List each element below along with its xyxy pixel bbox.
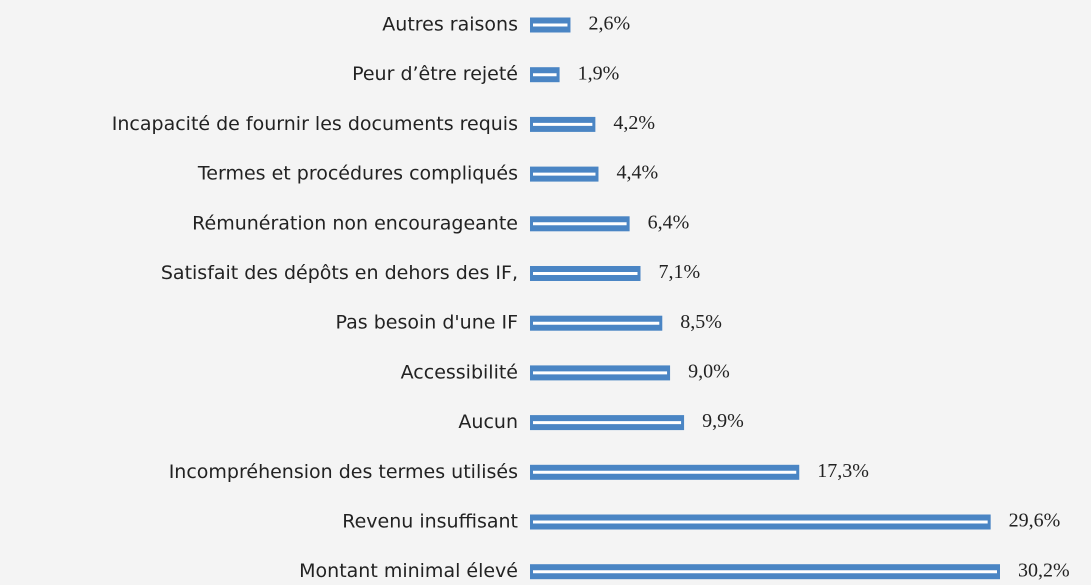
value-label: 29,6% [1009, 510, 1061, 532]
category-label: Autres raisons [382, 14, 518, 36]
value-label: 9,0% [688, 360, 730, 382]
value-label: 17,3% [817, 460, 869, 482]
value-label: 4,4% [616, 162, 658, 184]
category-label: Revenu insuffisant [342, 511, 518, 533]
category-label: Incompréhension des termes utilisés [169, 461, 518, 483]
value-label: 8,5% [680, 311, 722, 333]
value-label: 30,2% [1018, 559, 1070, 581]
category-label: Pas besoin d'une IF [336, 312, 518, 334]
value-label: 7,1% [658, 261, 700, 283]
category-label: Rémunération non encourageante [192, 212, 518, 234]
category-label: Termes et procédures compliqués [197, 163, 518, 185]
value-label: 2,6% [588, 13, 630, 35]
category-label: Satisfait des dépôts en dehors des IF, [161, 262, 518, 284]
category-label: Incapacité de fournir les documents requ… [112, 113, 518, 135]
category-label: Aucun [458, 411, 518, 433]
value-label: 9,9% [702, 410, 744, 432]
category-label: Peur d’être rejeté [352, 63, 518, 85]
value-label: 4,2% [613, 112, 655, 134]
category-label: Accessibilité [401, 361, 518, 383]
value-label: 6,4% [648, 211, 690, 233]
category-label: Montant minimal élevé [299, 560, 518, 582]
value-label: 1,9% [578, 62, 620, 84]
